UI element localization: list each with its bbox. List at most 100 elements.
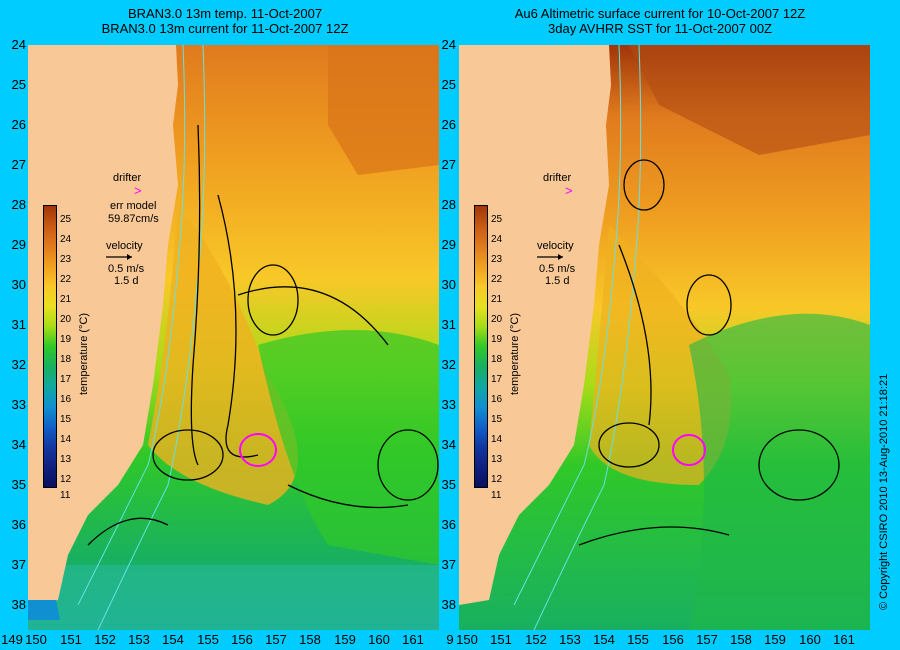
colorbar-tick: 11 <box>60 490 71 501</box>
y-tick: 37 <box>11 557 26 572</box>
bass-strait <box>28 600 60 620</box>
x-tick: 161 <box>402 632 424 647</box>
colorbar-tick: 22 <box>491 274 503 285</box>
colorbar-tick: 13 <box>491 454 503 465</box>
x-tick: 156 <box>231 632 253 647</box>
y-tick: 24 <box>11 37 26 52</box>
colorbar-tick: 16 <box>60 394 72 405</box>
copyright-credit: © Copyright CSIRO 2010 13-Aug-2010 21:18… <box>878 373 890 610</box>
colorbar-tick: 21 <box>491 294 503 305</box>
y-tick: 24 <box>441 37 456 52</box>
velocity-label: velocity <box>537 240 574 252</box>
velocity-label: velocity <box>106 240 143 252</box>
left-title-line1: BRAN3.0 13m temp. 11-Oct-2007 <box>127 6 323 21</box>
y-tick: 25 <box>11 77 26 92</box>
eddy-drifter-track <box>239 433 277 467</box>
right-map-svg: > <box>459 45 870 630</box>
velocity-scale-arrowhead <box>558 254 563 260</box>
drifter-label: drifter <box>543 172 572 184</box>
y-tick: 29 <box>441 237 456 252</box>
drifter-marker: > <box>134 183 142 198</box>
cool-region <box>689 313 870 630</box>
err-model-value: 59.87cm/s <box>108 213 159 225</box>
x-tick: 149 <box>1 632 23 647</box>
colorbar-tick: 12 <box>491 474 503 485</box>
land <box>28 45 178 605</box>
velocity-days-label: 1.5 d <box>114 275 139 287</box>
colorbar-tick: 19 <box>491 334 503 345</box>
colorbar-tick: 17 <box>60 374 72 385</box>
y-tick: 35 <box>441 477 456 492</box>
drifter-label: drifter <box>113 172 142 184</box>
colorbar-tick: 12 <box>60 474 72 485</box>
y-tick: 26 <box>441 117 456 132</box>
current-streamlines <box>578 159 840 546</box>
warm-tongue <box>589 225 731 485</box>
x-tick: 159 <box>764 632 786 647</box>
right-title: Au6 Altimetric surface current for 10-Oc… <box>480 6 840 36</box>
velocity-scale-label: 0.5 m/s <box>108 263 145 275</box>
x-tick: 152 <box>525 632 547 647</box>
x-tick: 150 <box>456 632 478 647</box>
x-tick: 157 <box>265 632 287 647</box>
y-tick: 34 <box>11 437 26 452</box>
x-tick: 158 <box>730 632 752 647</box>
x-tick: 155 <box>627 632 649 647</box>
colorbar-unit-label: temperature (°C) <box>509 312 521 395</box>
y-tick: 26 <box>11 117 26 132</box>
drifter-marker: > <box>565 183 573 198</box>
colorbar-tick: 24 <box>491 234 503 245</box>
y-tick: 38 <box>11 597 26 612</box>
colorbar-tick: 18 <box>491 354 503 365</box>
x-tick: 151 <box>60 632 82 647</box>
y-tick: 33 <box>11 397 26 412</box>
x-tick: 155 <box>197 632 219 647</box>
x-tick: 156 <box>662 632 684 647</box>
colorbar-tick: 13 <box>60 454 72 465</box>
x-tick: 159 <box>334 632 356 647</box>
current-streamlines <box>87 124 439 546</box>
x-tick: 154 <box>162 632 184 647</box>
x-tick: 157 <box>696 632 718 647</box>
x-tick: 151 <box>490 632 512 647</box>
left-map-panel: > drifter err model 59.87cm/s velocity 0… <box>28 45 439 630</box>
y-tick: 27 <box>11 157 26 172</box>
y-tick: 28 <box>441 197 456 212</box>
y-tick: 32 <box>11 357 26 372</box>
x-tick: 161 <box>833 632 855 647</box>
y-tick: 38 <box>441 597 456 612</box>
right-title-line2: 3day AVHRR SST for 11-Oct-2007 00Z <box>548 21 772 36</box>
colorbar-tick: 11 <box>491 490 502 501</box>
y-tick: 31 <box>11 317 26 332</box>
colorbar-tick: 16 <box>491 394 503 405</box>
colorbar-tick: 18 <box>60 354 72 365</box>
colorbar-tick: 23 <box>60 254 72 265</box>
eddy-drifter-track <box>672 434 706 466</box>
left-title: BRAN3.0 13m temp. 11-Oct-2007 BRAN3.0 13… <box>70 6 380 36</box>
colorbar-tick: 22 <box>60 274 72 285</box>
y-tick: 36 <box>441 517 456 532</box>
colorbar-tick: 20 <box>60 314 72 325</box>
left-map-svg: > <box>28 45 439 630</box>
y-tick: 34 <box>441 437 456 452</box>
right-map-panel: > drifter velocity 0.5 m/s 1.5 d <box>459 45 870 630</box>
colorbar-unit-label: temperature (°C) <box>78 312 90 395</box>
velocity-scale-label: 0.5 m/s <box>539 263 576 275</box>
land <box>459 45 611 605</box>
y-tick: 28 <box>11 197 26 212</box>
x-tick: 152 <box>94 632 116 647</box>
y-tick: 29 <box>11 237 26 252</box>
x-tick: 150 <box>25 632 47 647</box>
colorbar-tick: 17 <box>491 374 503 385</box>
y-tick: 30 <box>11 277 26 292</box>
y-tick: 27 <box>441 157 456 172</box>
y-tick: 35 <box>11 477 26 492</box>
x-tick: 154 <box>593 632 615 647</box>
y-tick: 33 <box>441 397 456 412</box>
warm-region <box>629 45 870 155</box>
colorbar-tick: 24 <box>60 234 72 245</box>
right-title-line1: Au6 Altimetric surface current for 10-Oc… <box>514 6 806 21</box>
x-tick: 158 <box>299 632 321 647</box>
bathymetry-contours <box>513 45 642 630</box>
left-title-line2: BRAN3.0 13m current for 11-Oct-2007 12Z <box>101 21 349 36</box>
